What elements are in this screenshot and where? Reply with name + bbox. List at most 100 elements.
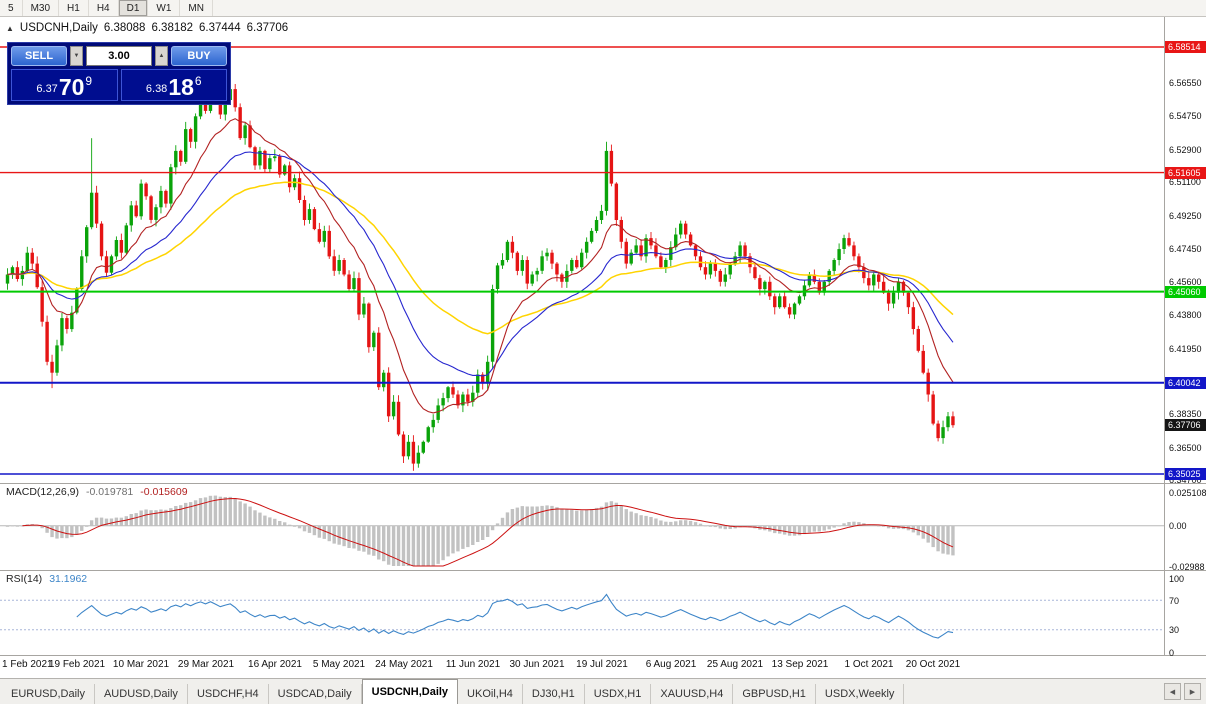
panel-divider-macd[interactable]: [0, 483, 1206, 484]
timeframe-toolbar: 5 M30 H1 H4 D1 W1 MN: [0, 0, 1206, 17]
price-tick-label: 6.34700: [1169, 475, 1202, 486]
date-axis-label: 10 Mar 2021: [112, 659, 170, 670]
price-tick-label: 6.45600: [1169, 277, 1202, 288]
date-axis-label: 16 Apr 2021: [248, 659, 302, 670]
chart-tab-usdx-weekly[interactable]: USDX,Weekly: [816, 684, 905, 704]
chart-tab-dj30-h1[interactable]: DJ30,H1: [523, 684, 585, 704]
bid-ask-row: 6.37 70 9 6.38 18 6: [11, 69, 227, 101]
date-axis-label: 13 Sep 2021: [771, 659, 829, 670]
ohlc-open: 6.38088: [103, 22, 146, 34]
chart-tab-eurusd-daily[interactable]: EURUSD,Daily: [2, 684, 95, 704]
volume-increase-button[interactable]: ▲: [155, 46, 168, 66]
macd-histogram: [5, 495, 955, 566]
date-axis-label: 24 May 2021: [375, 659, 433, 670]
price-level-tag: 6.51605: [1165, 166, 1206, 179]
chart-tabs-row: EURUSD,Daily AUDUSD,Daily USDCHF,H4 USDCAD,…: [2, 679, 905, 704]
tab-scroll-right-button[interactable]: ▶: [1184, 683, 1201, 700]
price-axis-border: [1164, 17, 1165, 655]
chart-tab-gbpusd-h1[interactable]: GBPUSD,H1: [733, 684, 816, 704]
trade-controls-row: SELL ▼ 3.00 ▲ BUY: [11, 46, 227, 66]
price-tick-label: 6.47450: [1169, 243, 1202, 254]
volume-decrease-button[interactable]: ▼: [70, 46, 83, 66]
chart-tab-usdcnh-daily[interactable]: USDCNH,Daily: [361, 679, 459, 704]
date-axis-label: 6 Aug 2021: [645, 659, 697, 670]
macd-value-main: -0.019781: [85, 486, 134, 498]
macd-axis-label: -0.02988: [1169, 561, 1205, 572]
ohlc-close: 6.37706: [246, 22, 289, 34]
rsi-line: [76, 593, 954, 639]
timeframe-button-M30[interactable]: M30: [23, 0, 60, 16]
ask-price-pip-digit: 6: [194, 74, 202, 88]
bid-price-display[interactable]: 6.37 70 9: [11, 69, 118, 101]
volume-input[interactable]: 3.00: [86, 46, 152, 66]
bid-price-prefix: 6.37: [36, 83, 58, 95]
date-axis-label: 1 Feb 2021: [2, 659, 53, 670]
ma-line-ema50: [7, 181, 954, 335]
chart-tab-usdx-h1[interactable]: USDX,H1: [585, 684, 652, 704]
date-axis-label: 30 Jun 2021: [509, 659, 565, 670]
macd-axis-label: 0.00: [1169, 521, 1187, 532]
sell-button[interactable]: SELL: [11, 46, 67, 66]
date-axis-label: 19 Jul 2021: [576, 659, 628, 670]
timeframe-button-H1[interactable]: H1: [59, 0, 89, 16]
price-tick-label: 6.51100: [1169, 177, 1201, 188]
macd-value-signal: -0.015609: [140, 486, 188, 498]
chart-tabs-bar: EURUSD,Daily AUDUSD,Daily USDCHF,H4 USDCAD,…: [0, 678, 1206, 704]
chart-tab-usdchf-h4[interactable]: USDCHF,H4: [188, 684, 269, 704]
chart-title: ▲ USDCNH,Daily 6.38088 6.38182 6.37444 6…: [6, 22, 288, 34]
date-axis-label: 11 Jun 2021: [445, 659, 501, 670]
bid-price-big-digits: 70: [58, 74, 85, 100]
rsi-axis-label: 100: [1169, 573, 1185, 584]
rsi-value: 31.1962: [49, 573, 88, 585]
price-tick-label: 6.56550: [1169, 78, 1202, 89]
timeframe-button-W1[interactable]: W1: [148, 0, 181, 16]
rsi-indicator-label: RSI(14) 31.1962: [6, 573, 87, 585]
ask-price-big-digits: 18: [168, 74, 194, 100]
rsi-axis-label: 70: [1169, 595, 1180, 606]
date-axis-label: 20 Oct 2021: [905, 659, 961, 670]
price-tick-label: 6.49250: [1169, 210, 1202, 221]
ohlc-low: 6.37444: [199, 22, 241, 34]
chart-symbol-period: USDCNH,Daily: [19, 22, 98, 34]
macd-axis-label: 0.025108: [1169, 487, 1206, 498]
date-axis-label: 1 Oct 2021: [844, 659, 894, 670]
price-tick-label: 6.41950: [1169, 343, 1202, 354]
ma-line-ema26: [7, 151, 954, 377]
price-tick-label: 6.36500: [1169, 442, 1202, 453]
price-tick-label: 6.43800: [1169, 310, 1202, 320]
macd-name: MACD(12,26,9): [6, 486, 79, 498]
bid-price-pip-digit: 9: [85, 74, 93, 88]
price-tick-label: 6.54750: [1169, 110, 1202, 121]
candlestick-series: [5, 82, 955, 471]
panel-divider-rsi[interactable]: [0, 570, 1206, 571]
chart-tab-usdcad-daily[interactable]: USDCAD,Daily: [269, 684, 362, 704]
timeframe-button-5[interactable]: 5: [0, 0, 23, 16]
timeframe-button-D1[interactable]: D1: [118, 0, 149, 16]
price-level-tag: 6.45060: [1165, 285, 1206, 298]
macd-indicator-label: MACD(12,26,9) -0.019781 -0.015609: [6, 486, 188, 498]
rsi-name: RSI(14): [6, 573, 43, 585]
buy-button[interactable]: BUY: [171, 46, 227, 66]
chart-tab-xauusd-h4[interactable]: XAUUSD,H4: [651, 684, 734, 704]
time-axis-border: [0, 655, 1206, 656]
price-tick-label: 6.38350: [1169, 409, 1202, 420]
date-axis-label: 5 May 2021: [312, 659, 366, 670]
timeframe-button-H4[interactable]: H4: [89, 0, 119, 16]
date-axis-label: 29 Mar 2021: [177, 659, 235, 670]
ask-price-display[interactable]: 6.38 18 6: [120, 69, 227, 101]
timeframe-button-row: 5 M30 H1 H4 D1 W1 MN: [0, 0, 213, 16]
price-level-tag: 6.58514: [1165, 41, 1206, 53]
tab-scroll-controls: ◀ ▶: [1164, 683, 1206, 704]
collapse-one-click-icon[interactable]: ▲: [6, 24, 14, 33]
date-axis-label: 25 Aug 2021: [706, 659, 764, 670]
chart-tab-audusd-daily[interactable]: AUDUSD,Daily: [95, 684, 188, 704]
price-level-tag: 6.35025: [1165, 468, 1206, 481]
timeframe-button-MN[interactable]: MN: [180, 0, 213, 16]
rsi-axis-label: 0: [1169, 647, 1175, 658]
rsi-axis-label: 30: [1169, 625, 1180, 636]
ohlc-high: 6.38182: [151, 22, 194, 34]
chart-tab-ukoil-h4[interactable]: UKOil,H4: [458, 684, 523, 704]
tab-scroll-left-button[interactable]: ◀: [1164, 683, 1181, 700]
price-level-tag: 6.40042: [1165, 376, 1206, 389]
